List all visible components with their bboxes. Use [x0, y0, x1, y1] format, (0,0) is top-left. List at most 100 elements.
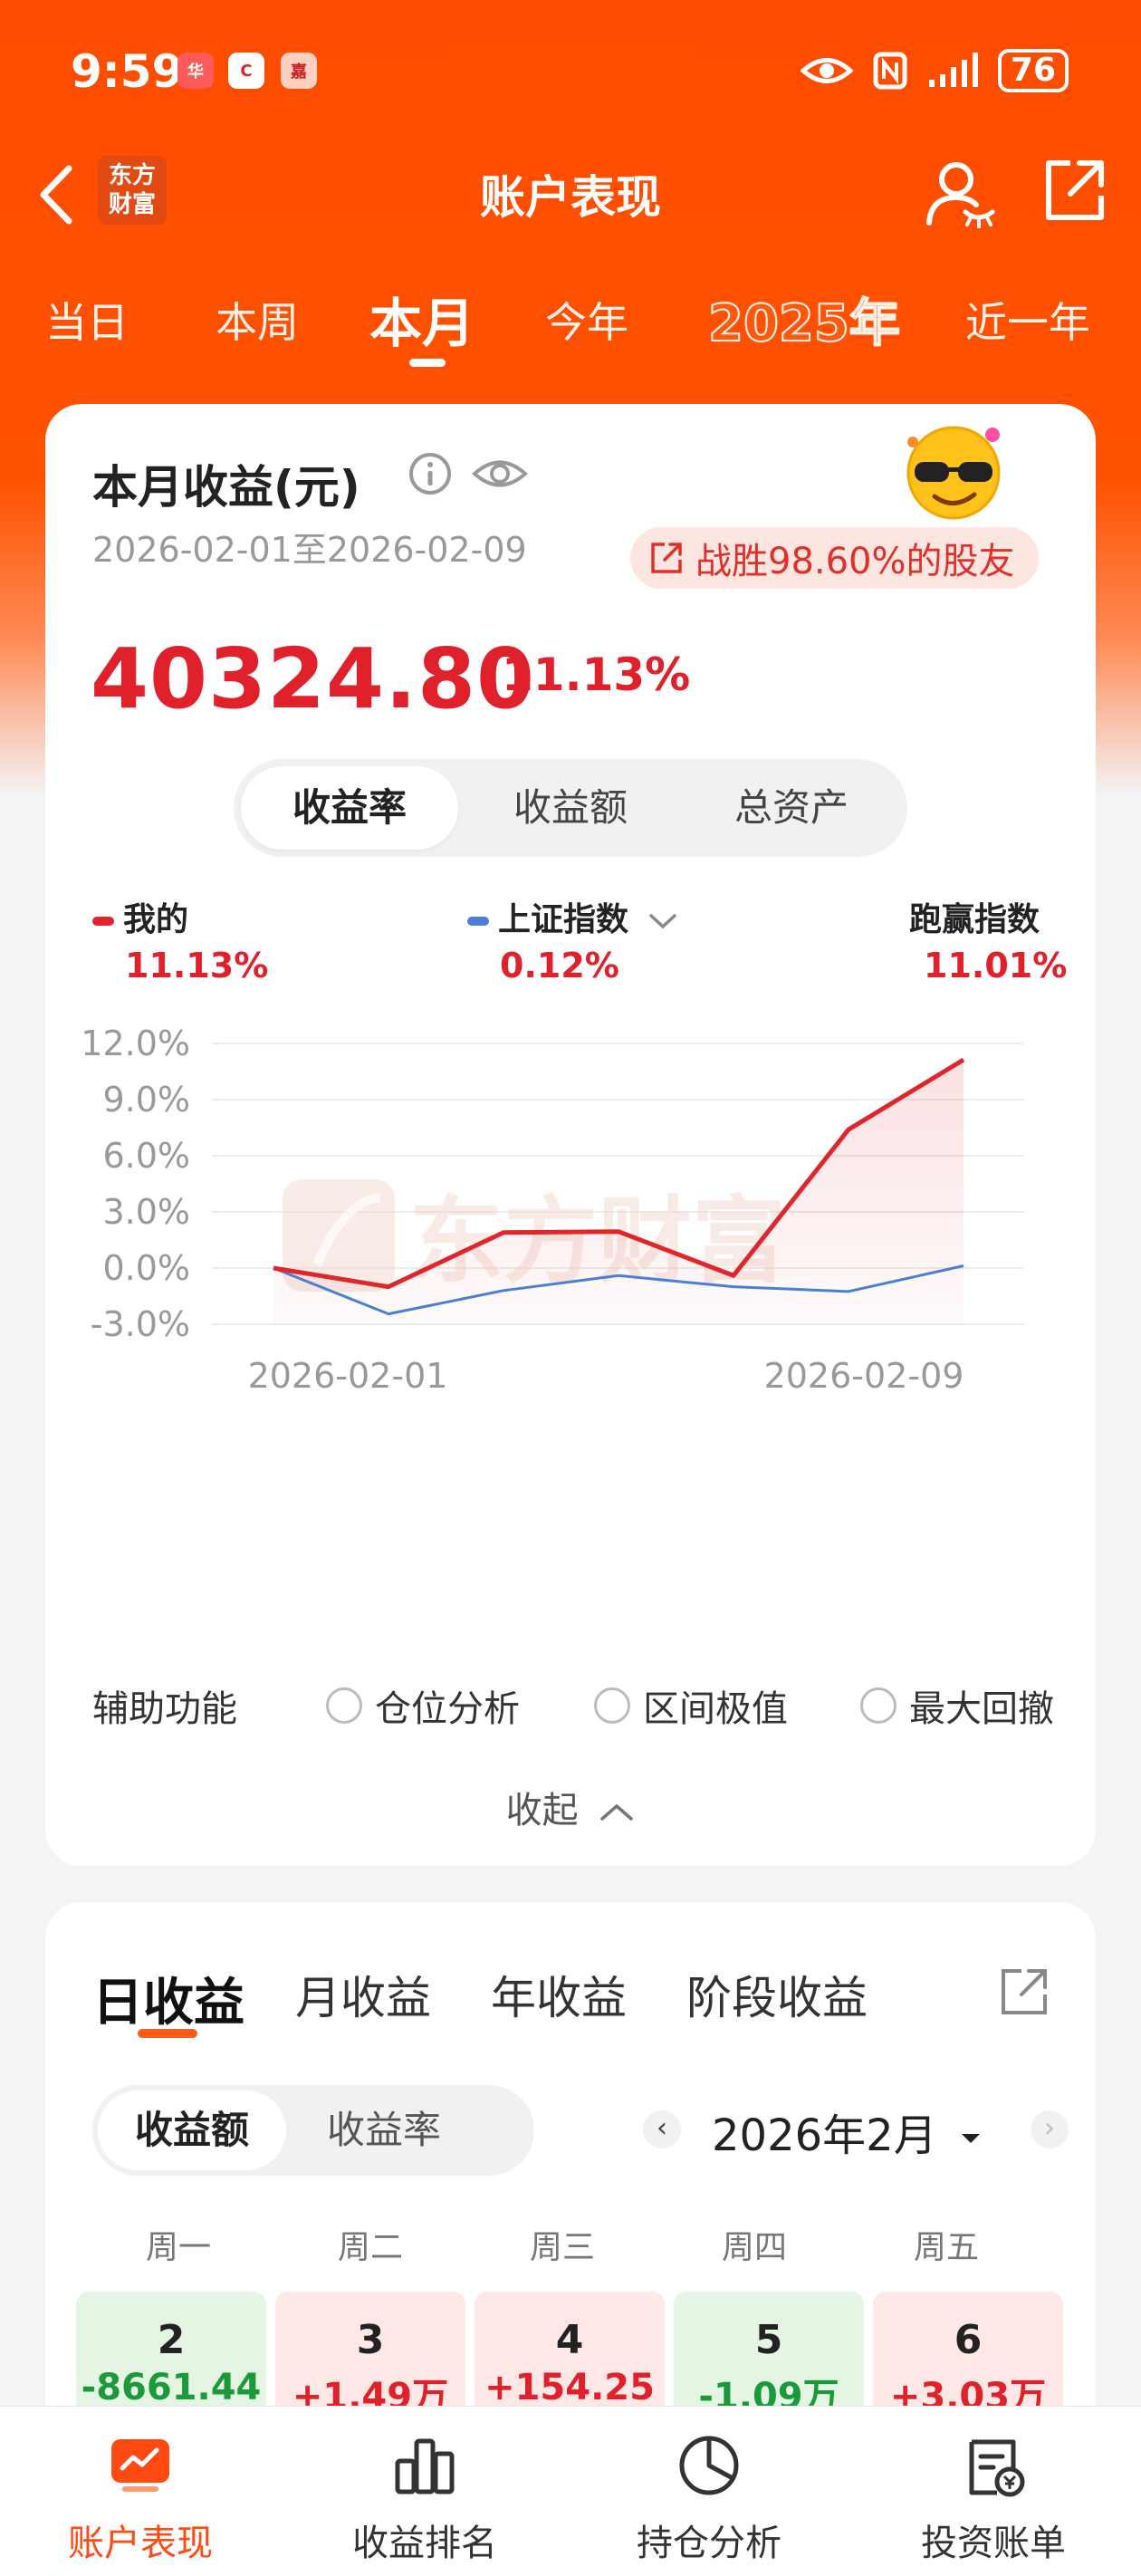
logo-line-2: 财富 [108, 191, 156, 218]
month-selector[interactable]: 2026年2月 [712, 2100, 983, 2163]
month-label: 2026年2月 [712, 2110, 937, 2161]
radio-icon[interactable] [326, 1687, 362, 1724]
collapse-label: 收起 [505, 1790, 579, 1831]
legend-mine: 我的 [92, 893, 188, 940]
mode-amount[interactable]: 收益额 [98, 2091, 286, 2170]
export-icon[interactable] [998, 1966, 1050, 2018]
pie-chart-icon [679, 2436, 739, 2495]
calendar-tab-indicator [138, 2029, 197, 2038]
profit-rate: 11.13% [502, 649, 691, 701]
beat-peers-badge[interactable]: 战胜98.60%的股友 [630, 527, 1039, 589]
day-value: +154.25 [484, 2367, 655, 2408]
tab-this-year[interactable]: 今年 [545, 298, 628, 347]
tab-yearly-returns[interactable]: 年收益 [491, 1972, 627, 2024]
date-range: 2026-02-01至2026-02-09 [92, 530, 527, 570]
eastmoney-logo: 东方 财富 [98, 156, 167, 225]
nav-return-ranking[interactable]: 收益排名 [312, 2425, 538, 2566]
aux-option-range-extremes[interactable]: 区间极值 [594, 1679, 788, 1732]
month-navigator: ‹ 2026年2月 › [643, 2094, 1069, 2167]
tab-2025[interactable]: 2025年 [707, 293, 901, 354]
day-number: 4 [555, 2317, 584, 2363]
back-arrow-icon[interactable] [36, 163, 76, 226]
aux-option-label: 区间极值 [643, 1688, 788, 1730]
eye-icon[interactable] [471, 451, 529, 496]
legend-excess-label: 跑赢指数 [909, 901, 1040, 938]
legend-swatch-mine [92, 917, 114, 926]
series-line-mine [273, 1057, 965, 1290]
day-number: 2 [157, 2317, 186, 2363]
legend-swatch-index [467, 917, 489, 926]
series-area-mine [273, 1059, 964, 1324]
battery-indicator: 76 [997, 49, 1069, 92]
nav-label: 投资账单 [921, 2523, 1066, 2564]
nav-account-performance[interactable]: 账户表现 [27, 2425, 254, 2566]
chevron-down-icon[interactable] [647, 910, 678, 932]
aux-label: 辅助功能 [92, 1688, 237, 1730]
y-tick-label: 12.0% [81, 1024, 190, 1063]
collapse-button[interactable]: 收起 [45, 1781, 1096, 1833]
y-tick-label: 0.0% [102, 1248, 190, 1288]
beat-peers-text: 战胜98.60%的股友 [695, 541, 1015, 582]
metric-tab-amount[interactable]: 收益额 [513, 785, 628, 830]
profit-amount: 40324.80 [91, 630, 536, 727]
metric-tab-rate[interactable]: 收益率 [241, 766, 458, 850]
x-tick-label: 2026-02-01 [248, 1356, 448, 1396]
legend-index-value: 0.12% [500, 946, 619, 985]
tab-today[interactable]: 当日 [45, 298, 129, 347]
sunglasses-emoji-icon [906, 426, 1001, 520]
nav-label: 持仓分析 [637, 2523, 781, 2564]
radio-icon[interactable] [594, 1687, 630, 1724]
y-tick-label: -3.0% [91, 1304, 190, 1344]
y-tick-label: 9.0% [102, 1080, 190, 1120]
tab-daily-returns[interactable]: 日收益 [92, 1974, 244, 2033]
legend-excess-value: 11.01% [924, 946, 1068, 985]
weekday-label: 周五 [913, 2229, 979, 2266]
aux-option-label: 最大回撤 [909, 1688, 1054, 1730]
aux-option-max-drawdown[interactable]: 最大回撤 [860, 1679, 1054, 1732]
user-privacy-icon[interactable] [924, 156, 996, 228]
legend-mine-label: 我的 [123, 901, 189, 938]
status-time: 9:59 [71, 45, 184, 98]
eye-status-icon [800, 58, 853, 83]
weekday-label: 周二 [337, 2229, 403, 2266]
metric-tab-assets[interactable]: 总资产 [734, 785, 849, 830]
share-icon[interactable] [1040, 156, 1108, 225]
weekday-label: 周三 [529, 2229, 595, 2266]
tab-this-week[interactable]: 本周 [216, 298, 299, 347]
legend-mine-value: 11.13% [125, 946, 269, 985]
tab-last-year[interactable]: 近一年 [965, 298, 1090, 347]
next-month-icon[interactable]: › [1031, 2110, 1069, 2148]
nav-label: 账户表现 [68, 2523, 213, 2564]
logo-line-1: 东方 [108, 162, 156, 189]
chevron-up-icon [600, 1803, 634, 1821]
legend-index[interactable]: 上证指数 [467, 893, 678, 940]
huawei-app-icon: 华 [177, 53, 214, 89]
active-tab-indicator [409, 359, 446, 367]
day-number: 6 [954, 2317, 983, 2363]
performance-card: 本月收益(元) 2026-02-01至2026-02-09 战胜98.60%的股… [45, 404, 1096, 1866]
ranking-icon [395, 2438, 455, 2494]
tab-monthly-returns[interactable]: 月收益 [295, 1972, 431, 2024]
radio-icon[interactable] [860, 1687, 896, 1724]
calendar-mode-control: 收益额 收益率 [92, 2085, 534, 2176]
nav-investment-bill[interactable]: 投资账单 [880, 2425, 1107, 2566]
mode-rate[interactable]: 收益率 [326, 2108, 441, 2152]
period-tabs: 当日 本周 本月 今年 2025年 近一年 [0, 281, 1141, 371]
c-app-icon: C [228, 53, 264, 89]
weekday-label: 周一 [145, 2229, 211, 2266]
share-small-icon [651, 543, 682, 573]
summary-title: 本月收益(元) [92, 461, 360, 514]
day-number: 3 [356, 2317, 385, 2363]
page-title: 账户表现 [480, 171, 661, 224]
tab-this-month[interactable]: 本月 [369, 293, 475, 354]
y-tick-label: 6.0% [102, 1136, 190, 1176]
aux-option-label: 仓位分析 [375, 1688, 520, 1730]
weekday-label: 周四 [721, 2229, 787, 2266]
info-icon[interactable] [408, 451, 453, 496]
tab-period-returns[interactable]: 阶段收益 [686, 1972, 868, 2024]
aux-option-position[interactable]: 仓位分析 [326, 1679, 520, 1732]
prev-month-icon[interactable]: ‹ [643, 2110, 681, 2148]
nav-holdings-analysis[interactable]: 持仓分析 [596, 2425, 822, 2566]
x-tick-label: 2026-02-09 [764, 1356, 964, 1396]
aux-functions: 辅助功能 仓位分析 区间极值 最大回撤 [92, 1679, 1070, 1734]
